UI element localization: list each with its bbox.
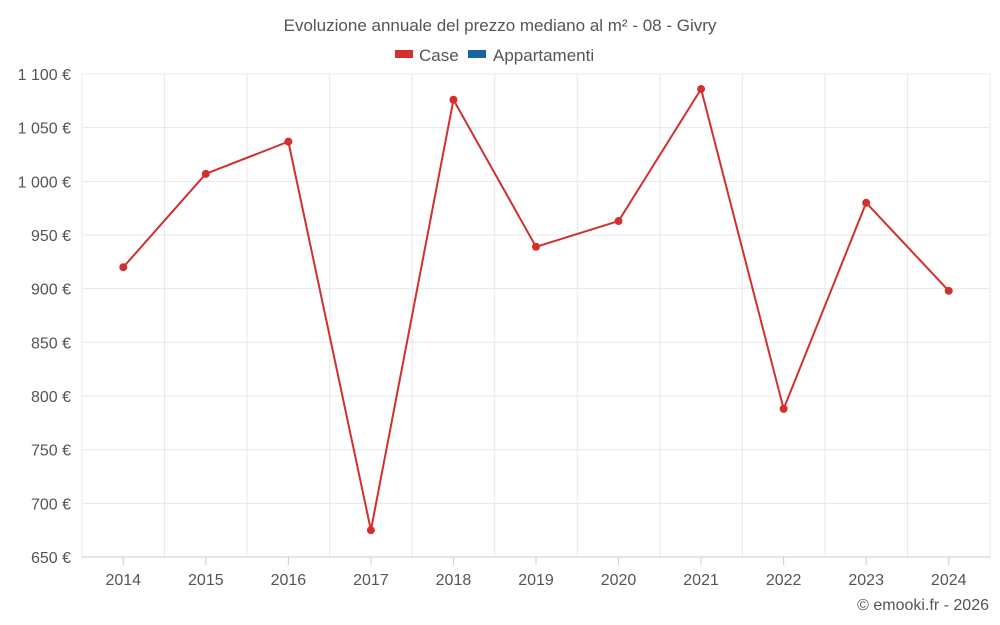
- x-tick-label: 2018: [436, 572, 472, 589]
- y-axis: 650 € 700 € 750 € 800 € 850 € 900 € 950 € 1 000…: [18, 67, 71, 567]
- y-tick-label: 750 €: [31, 443, 71, 460]
- y-tick-label: 900 €: [31, 282, 71, 299]
- x-tick-label: 2019: [518, 572, 554, 589]
- legend-label-case: Case: [419, 46, 459, 65]
- x-tick-label: 2017: [353, 572, 389, 589]
- data-point-case[interactable]: [119, 263, 128, 272]
- y-tick-label: 800 €: [31, 389, 71, 406]
- data-point-case[interactable]: [532, 242, 540, 251]
- chart-title: Evoluzione annuale del prezzo mediano al…: [284, 16, 717, 35]
- legend-item-appartamenti[interactable]: Appartamenti: [468, 46, 594, 65]
- data-point-case[interactable]: [697, 85, 706, 94]
- y-tick-label: 850 €: [31, 335, 71, 352]
- x-tick-label: 2016: [271, 572, 307, 589]
- x-tick-label: 2024: [931, 572, 967, 589]
- legend-swatch-case: [395, 50, 413, 58]
- credit-text: © emooki.fr - 2026: [857, 597, 989, 614]
- data-point-case[interactable]: [449, 95, 458, 104]
- y-tick-label: 700 €: [31, 496, 71, 513]
- legend-item-case[interactable]: Case: [395, 46, 459, 65]
- data-point-case[interactable]: [366, 526, 375, 535]
- grid: [81, 73, 991, 557]
- y-tick-label: 650 €: [31, 550, 71, 567]
- data-point-case[interactable]: [614, 217, 623, 226]
- legend-label-appartamenti: Appartamenti: [493, 46, 594, 65]
- x-tick-label: 2020: [601, 572, 637, 589]
- data-point-case[interactable]: [779, 404, 788, 413]
- y-tick-label: 1 050 €: [18, 121, 71, 138]
- y-tick-label: 1 100 €: [18, 67, 71, 84]
- series-case: [119, 85, 953, 535]
- x-tick-label: 2023: [848, 572, 884, 589]
- y-tick-label: 950 €: [31, 228, 71, 245]
- data-point-case[interactable]: [944, 286, 953, 295]
- x-tick-label: 2022: [766, 572, 802, 589]
- x-tick-label: 2021: [683, 572, 719, 589]
- data-point-case[interactable]: [284, 137, 293, 146]
- data-point-case[interactable]: [201, 169, 210, 178]
- legend-swatch-appartamenti: [468, 50, 486, 58]
- x-tick-label: 2015: [188, 572, 224, 589]
- data-point-case[interactable]: [862, 198, 871, 207]
- x-tick-label: 2014: [105, 572, 141, 589]
- x-axis: 2014 2015 2016 2017 2018 2019 2020 2021 2022 2023…: [82, 556, 990, 589]
- legend: Case Appartamenti: [395, 46, 594, 65]
- y-tick-label: 1 000 €: [18, 174, 71, 191]
